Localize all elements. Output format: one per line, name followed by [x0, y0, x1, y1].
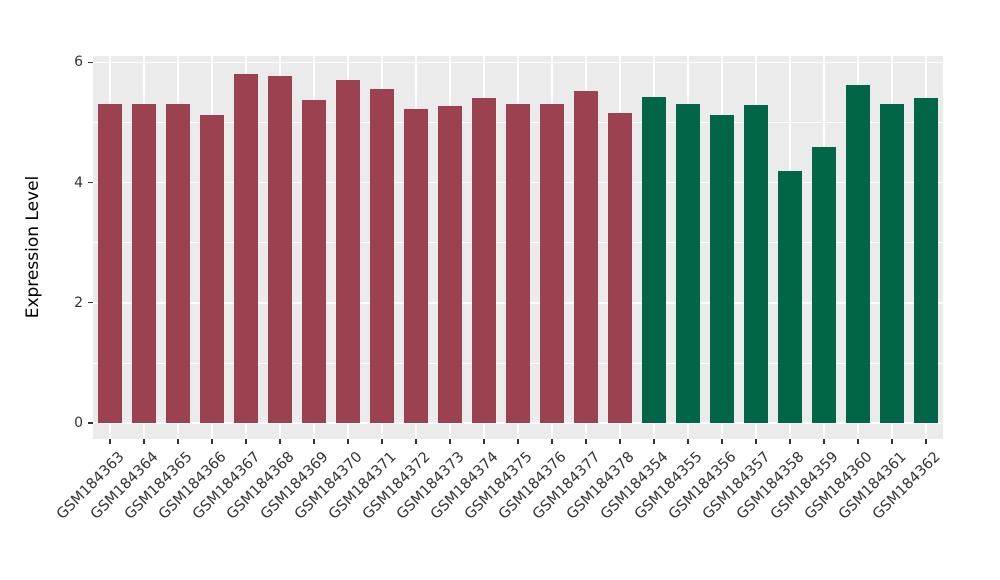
- gridline-y-major: [93, 61, 943, 64]
- y-tickmark: [88, 302, 93, 304]
- x-tickmark: [823, 439, 825, 444]
- bar-GSM184370: [336, 80, 360, 423]
- y-axis-title-text: Expression Level: [23, 175, 43, 319]
- x-tickmark: [415, 439, 417, 444]
- x-tickmark: [619, 439, 621, 444]
- x-tickmark: [483, 439, 485, 444]
- bar-GSM184377: [574, 90, 598, 423]
- x-tickmark: [313, 439, 315, 444]
- gridline-y-major: [93, 422, 943, 424]
- bar-GSM184364: [132, 104, 156, 423]
- x-tickmark: [653, 439, 655, 444]
- x-tickmark: [857, 439, 859, 444]
- x-tickmark: [245, 439, 247, 444]
- x-tickmark: [551, 439, 553, 444]
- y-tick-label: 0: [74, 415, 83, 431]
- bar-GSM184367: [234, 74, 258, 423]
- x-tickmark: [347, 439, 349, 444]
- bar-GSM184374: [472, 98, 496, 423]
- bar-GSM184362: [914, 98, 938, 423]
- bar-GSM184355: [676, 104, 700, 423]
- bar-GSM184359: [812, 147, 836, 423]
- bar-GSM184360: [846, 85, 870, 423]
- x-tickmark: [211, 439, 213, 444]
- bar-GSM184365: [166, 104, 190, 423]
- bar-GSM184354: [642, 97, 666, 423]
- x-tickmark: [891, 439, 893, 444]
- bar-GSM184378: [608, 112, 632, 423]
- x-tickmark: [109, 439, 111, 444]
- plot-panel: [93, 56, 943, 439]
- y-tick-label: 4: [74, 174, 83, 191]
- x-tickmark: [449, 439, 451, 444]
- x-tickmark: [789, 439, 791, 444]
- x-tickmark: [279, 439, 281, 444]
- x-tickmark: [925, 439, 927, 444]
- bar-GSM184375: [506, 103, 530, 423]
- y-tick-label: 2: [74, 294, 83, 311]
- bar-GSM184373: [438, 106, 462, 423]
- y-tickmark: [88, 61, 93, 63]
- y-tick-label: 6: [74, 54, 83, 71]
- x-tickmark: [755, 439, 757, 444]
- bar-GSM184358: [778, 171, 802, 423]
- x-tickmark: [177, 439, 179, 444]
- bar-GSM184356: [710, 115, 734, 423]
- bar-GSM184371: [370, 89, 394, 423]
- y-tickmark: [88, 422, 93, 424]
- bar-GSM184357: [744, 105, 768, 423]
- y-tickmark: [88, 182, 93, 184]
- bar-GSM184372: [404, 109, 428, 423]
- bar-GSM184366: [200, 115, 224, 423]
- bar-GSM184363: [98, 103, 122, 423]
- bar-GSM184376: [540, 103, 564, 423]
- x-tickmark: [381, 439, 383, 444]
- x-tickmark: [585, 439, 587, 444]
- x-tickmark: [517, 439, 519, 444]
- bar-GSM184369: [302, 100, 326, 423]
- x-tickmark: [721, 439, 723, 444]
- bar-GSM184368: [268, 75, 292, 423]
- bar-GSM184361: [880, 104, 904, 423]
- x-tickmark: [143, 439, 145, 444]
- x-tickmark: [687, 439, 689, 444]
